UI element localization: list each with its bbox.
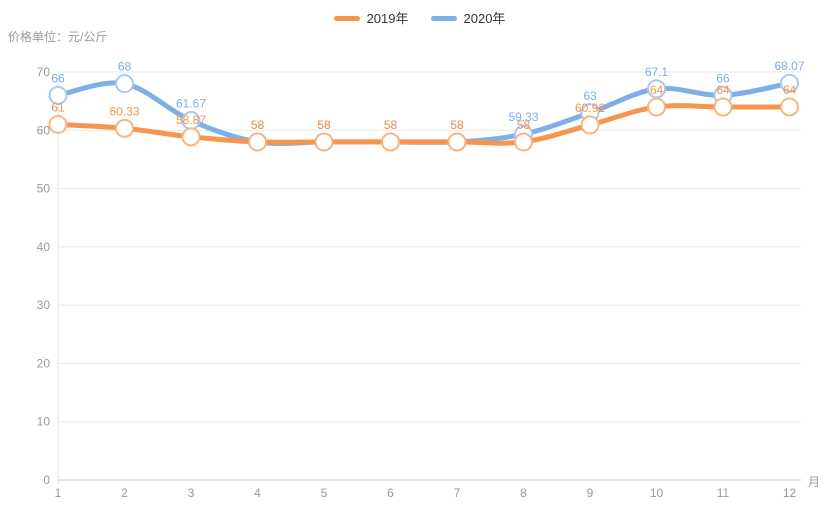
- x-tick-label: 7: [454, 486, 461, 500]
- legend-item-2019[interactable]: 2019年: [333, 10, 409, 26]
- data-label-2020年-month-10: 67.1: [645, 65, 669, 79]
- data-label-2019年-month-1: 61: [51, 100, 65, 114]
- data-label-2019年-month-4: 58: [251, 118, 265, 132]
- y-tick-label: 50: [37, 182, 51, 196]
- legend: 2019年 2020年: [0, 8, 839, 28]
- data-label-2019年-month-5: 58: [317, 118, 331, 132]
- y-tick-label: 20: [37, 356, 51, 370]
- x-tick-label: 4: [254, 486, 261, 500]
- data-label-2020年-month-12: 68.07: [774, 59, 804, 73]
- data-point-2019年-month-1[interactable]: [48, 114, 68, 134]
- data-point-2019年-month-6[interactable]: [381, 132, 400, 152]
- legend-label-2019: 2019年: [366, 10, 409, 26]
- x-tick-label: 1: [55, 486, 62, 500]
- data-label-2019年-month-6: 58: [384, 118, 398, 132]
- data-point-2020年-month-10[interactable]: [647, 79, 666, 99]
- x-axis-unit-label: 月: [808, 475, 821, 489]
- data-label-2020年-month-1: 66: [51, 71, 65, 85]
- data-point-2019年-month-12[interactable]: [780, 97, 799, 117]
- y-tick-label: 0: [43, 473, 50, 487]
- x-tick-label: 3: [188, 486, 195, 500]
- x-tick-label: 5: [321, 486, 328, 500]
- x-tick-label: 12: [783, 486, 797, 500]
- data-label-2019年-month-2: 60.33: [109, 104, 139, 118]
- data-label-2019年-month-3: 58.87: [176, 113, 206, 127]
- x-tick-label: 11: [717, 486, 730, 500]
- data-label-2020年-month-9: 63: [583, 89, 597, 103]
- data-label-2020年-month-5: 58: [317, 118, 331, 132]
- data-label-2020年-month-8: 59.33: [508, 110, 538, 124]
- y-tick-label: 60: [37, 123, 51, 137]
- series-line-2019年: [55, 103, 792, 146]
- legend-label-2020: 2020年: [463, 10, 506, 26]
- x-tick-label: 2: [121, 486, 128, 500]
- data-label-2019年-month-11: 64: [716, 83, 730, 97]
- y-tick-label: 10: [37, 415, 51, 429]
- data-label-2019年-month-12: 64: [783, 83, 797, 97]
- data-label-2020年-month-6: 58: [384, 118, 398, 132]
- data-label-2020年-month-11: 66: [716, 71, 730, 85]
- y-tick-label: 70: [37, 65, 51, 79]
- x-tick-label: 8: [520, 486, 527, 500]
- data-point-2019年-month-10[interactable]: [647, 97, 666, 117]
- data-label-2020年-month-2: 68: [118, 60, 132, 74]
- y-tick-label: 30: [37, 298, 51, 312]
- data-point-2019年-month-4[interactable]: [248, 132, 267, 152]
- data-point-2019年-month-2[interactable]: [115, 118, 134, 138]
- data-label-2020年-month-4: 58: [251, 118, 265, 132]
- legend-item-2020[interactable]: 2020年: [430, 10, 506, 26]
- data-label-2020年-month-7: 58: [450, 118, 464, 132]
- data-point-2019年-month-8[interactable]: [514, 132, 533, 152]
- data-point-2019年-month-5[interactable]: [314, 132, 334, 152]
- data-label-2019年-month-9: 60.92: [575, 101, 605, 115]
- data-point-2020年-month-12[interactable]: [780, 73, 799, 93]
- x-tick-label: 9: [587, 486, 594, 500]
- data-label-2019年-month-10: 64: [650, 83, 664, 97]
- data-point-2019年-month-7[interactable]: [447, 132, 467, 152]
- data-point-2019年-month-11[interactable]: [713, 97, 733, 117]
- x-tick-label: 6: [387, 486, 394, 500]
- legend-swatch-2019-icon: [333, 15, 360, 21]
- data-label-2019年-month-7: 58: [450, 118, 464, 132]
- data-label-2019年-month-8: 58: [517, 118, 531, 132]
- y-tick-label: 40: [37, 240, 51, 254]
- data-point-2020年-month-2[interactable]: [115, 74, 134, 94]
- data-label-2020年-month-3: 61.67: [176, 97, 206, 111]
- legend-swatch-2020-icon: [430, 15, 457, 21]
- y-axis-title: 价格单位：元/公斤: [8, 30, 108, 44]
- data-point-2019年-month-9[interactable]: [580, 115, 600, 135]
- x-tick-label: 10: [650, 486, 664, 500]
- data-point-2020年-month-1[interactable]: [48, 85, 68, 105]
- data-point-2019年-month-3[interactable]: [181, 127, 201, 147]
